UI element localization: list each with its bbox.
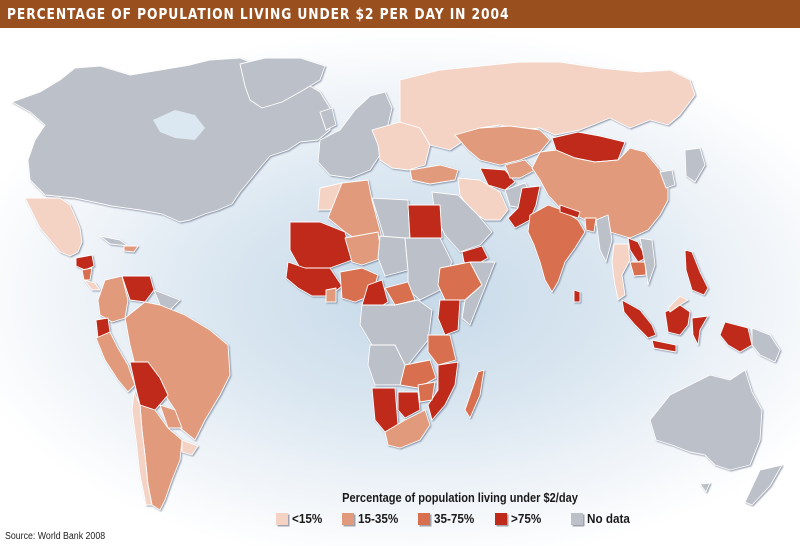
legend-label: No data	[586, 511, 630, 526]
region-niger	[344, 231, 383, 266]
region-new-zealand	[744, 464, 783, 506]
legend-swatch-15-35	[341, 512, 354, 525]
region-madagascar	[464, 369, 485, 419]
legend-label: <15%	[292, 511, 323, 526]
legend-swatch-lt15	[276, 512, 288, 525]
region-honduras	[75, 254, 95, 271]
region-thailand	[611, 243, 631, 301]
region-mali	[289, 221, 353, 269]
legend: Percentage of population living under $2…	[270, 490, 650, 526]
region-laos	[627, 237, 647, 263]
region-sumatra	[621, 299, 657, 339]
legend-item-gt75: >75%	[495, 511, 545, 526]
region-papua-new-guinea	[751, 327, 781, 363]
region-tasmania	[699, 482, 711, 493]
region-india	[527, 204, 586, 293]
region-australia	[649, 369, 763, 471]
region-kazakhstan	[454, 125, 551, 166]
legend-items: <15% 15-35% 35-75% >75% No data	[276, 511, 650, 526]
region-venezuela	[121, 275, 155, 303]
region-nepal	[559, 204, 581, 219]
region-chad	[377, 235, 409, 277]
region-java	[651, 339, 677, 353]
region-greenland	[239, 57, 326, 109]
region-kenya	[437, 299, 461, 336]
region-philippines	[684, 249, 709, 296]
region-korea-japan	[659, 147, 706, 189]
region-colombia	[97, 275, 129, 323]
region-egypt	[407, 204, 443, 239]
legend-item-no-data: No data	[570, 511, 635, 526]
region-angola	[367, 344, 406, 386]
region-botswana	[397, 391, 421, 419]
region-car	[384, 281, 416, 306]
legend-label: 15-35%	[357, 511, 398, 526]
legend-item-15-35: 15-35%	[341, 511, 403, 526]
region-mexico	[24, 197, 83, 257]
legend-label: >75%	[511, 511, 542, 526]
region-sulawesi	[691, 315, 709, 346]
legend-title: Percentage of population living under $2…	[342, 490, 578, 505]
region-chile	[131, 391, 153, 506]
map-title: PERCENTAGE OF POPULATION LIVING UNDER $2…	[7, 5, 510, 23]
region-cambodia	[629, 261, 647, 277]
region-russia	[399, 61, 696, 151]
region-sri-lanka	[573, 289, 581, 303]
world-map-svg	[11, 57, 783, 511]
region-tanzania	[427, 334, 457, 366]
region-uk	[319, 107, 337, 131]
world-map	[0, 28, 800, 546]
legend-item-lt15: <15%	[276, 511, 326, 526]
region-nicaragua	[81, 267, 93, 281]
legend-swatch-no-data	[570, 512, 583, 525]
region-turkey	[409, 164, 459, 185]
region-china	[531, 147, 669, 239]
region-uzbekistan	[504, 159, 536, 179]
region-vietnam	[639, 237, 656, 286]
source-note: Source: World Bank 2008	[5, 531, 106, 542]
region-paraguay	[159, 404, 183, 429]
region-pakistan	[507, 185, 541, 229]
region-uruguay	[181, 439, 199, 456]
region-bangladesh	[584, 217, 597, 233]
region-myanmar	[595, 214, 613, 263]
region-central-america-south	[83, 279, 101, 291]
region-turkmenistan	[479, 167, 516, 191]
title-bar: PERCENTAGE OF POPULATION LIVING UNDER $2…	[0, 0, 800, 28]
legend-item-35-75: 35-75%	[418, 511, 479, 526]
region-somalia	[461, 261, 496, 326]
region-namibia	[371, 387, 399, 433]
legend-label: 35-75%	[434, 511, 475, 526]
legend-swatch-35-75	[418, 512, 431, 525]
region-mozambique	[427, 361, 459, 421]
region-malaysia-borneo	[667, 295, 689, 313]
region-zimbabwe	[417, 381, 436, 403]
region-papua-indonesia	[719, 321, 753, 353]
region-bolivia	[129, 361, 169, 411]
legend-swatch-gt75	[495, 512, 508, 525]
region-south-africa	[384, 409, 431, 449]
region-ghana	[325, 287, 337, 303]
